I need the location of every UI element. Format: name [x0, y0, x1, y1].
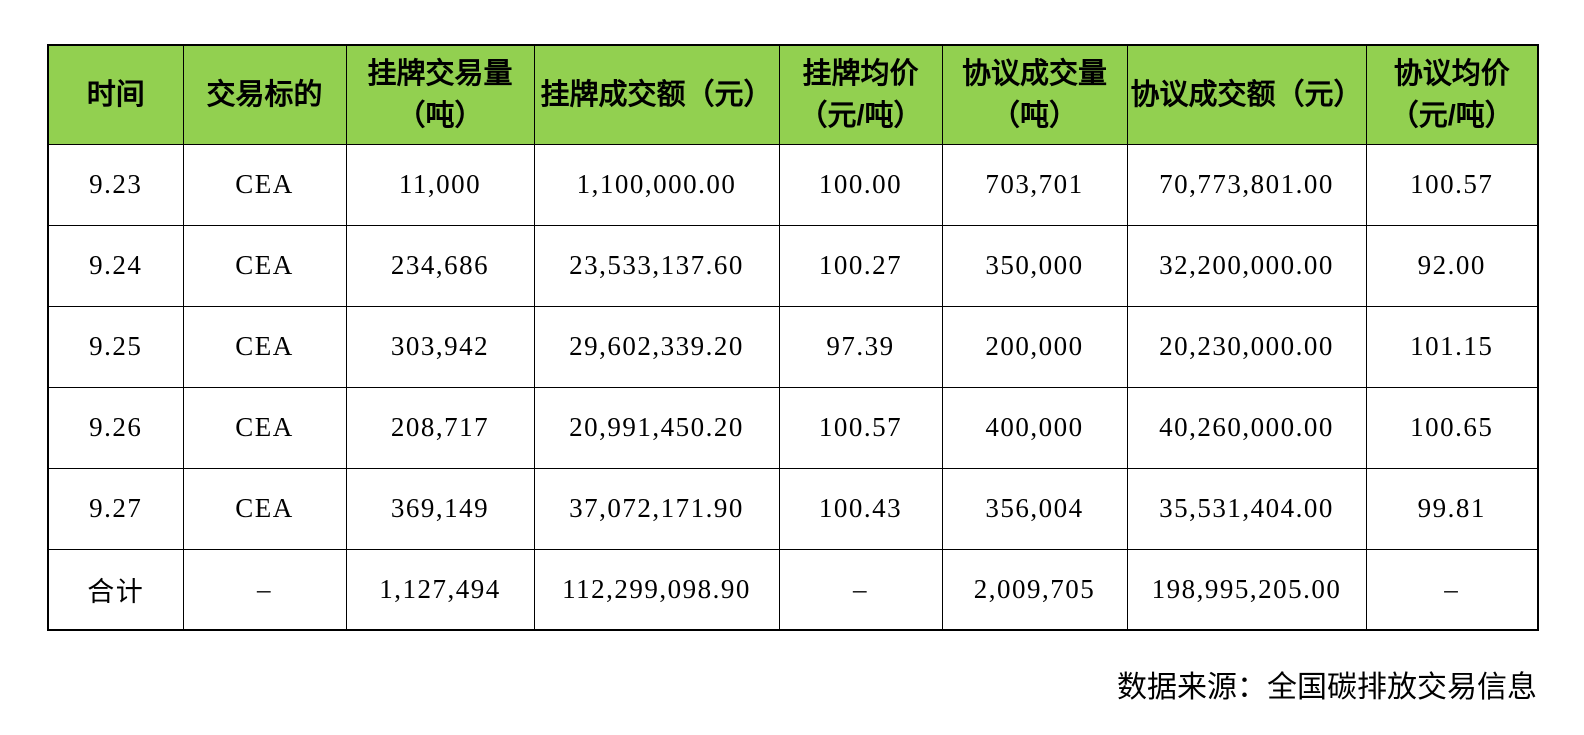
cell-trade-target: CEA: [182, 305, 347, 388]
header-cell-block-avg-price: 协议均价 （元/吨）: [1365, 44, 1539, 145]
cell-listed-avg-price: 100.27: [778, 224, 943, 307]
cell-block-avg-price: 99.81: [1365, 467, 1539, 550]
cell-block-avg-price: 92.00: [1365, 224, 1539, 307]
header-row: 时间 交易标的 挂牌交易量 （吨） 挂牌成交额（元） 挂牌均价 （元/吨） 协议…: [47, 44, 1539, 145]
cell-block-volume: 350,000: [941, 224, 1128, 307]
cell-time: 9.25: [47, 305, 184, 388]
cell-listed-avg-price: 100.00: [778, 143, 943, 226]
cell-listed-volume: 234,686: [345, 224, 535, 307]
cell-listed-avg-price: 100.43: [778, 467, 943, 550]
cell-listed-turnover: 23,533,137.60: [533, 224, 780, 307]
cell-trade-target: CEA: [182, 224, 347, 307]
cell-trade-target: CEA: [182, 386, 347, 469]
cell-block-avg-price: –: [1365, 548, 1539, 631]
header-cell-block-turnover: 协议成交额（元）: [1126, 44, 1367, 145]
cell-block-avg-price: 100.57: [1365, 143, 1539, 226]
cell-time: 9.24: [47, 224, 184, 307]
cell-block-volume: 703,701: [941, 143, 1128, 226]
table-row: 9.25 CEA 303,942 29,602,339.20 97.39 200…: [47, 305, 1539, 388]
cell-listed-turnover: 112,299,098.90: [533, 548, 780, 631]
cell-block-volume: 356,004: [941, 467, 1128, 550]
cell-block-volume: 200,000: [941, 305, 1128, 388]
cell-block-turnover: 40,260,000.00: [1126, 386, 1367, 469]
table-body: 9.23 CEA 11,000 1,100,000.00 100.00 703,…: [47, 143, 1539, 631]
cell-time: 9.27: [47, 467, 184, 550]
cell-trade-target: CEA: [182, 143, 347, 226]
data-source-note: 数据来源：全国碳排放交易信息: [1117, 671, 1537, 704]
table-row-total: 合计 – 1,127,494 112,299,098.90 – 2,009,70…: [47, 548, 1539, 631]
header-cell-time: 时间: [47, 44, 184, 145]
carbon-trading-table: 时间 交易标的 挂牌交易量 （吨） 挂牌成交额（元） 挂牌均价 （元/吨） 协议…: [47, 44, 1539, 631]
header-cell-trade-target: 交易标的: [182, 44, 347, 145]
header-cell-listed-turnover: 挂牌成交额（元）: [533, 44, 780, 145]
cell-block-turnover: 35,531,404.00: [1126, 467, 1367, 550]
cell-listed-volume: 303,942: [345, 305, 535, 388]
cell-trade-target: CEA: [182, 467, 347, 550]
cell-block-turnover: 32,200,000.00: [1126, 224, 1367, 307]
cell-block-turnover: 198,995,205.00: [1126, 548, 1367, 631]
header-cell-listed-avg-price: 挂牌均价 （元/吨）: [778, 44, 943, 145]
cell-listed-turnover: 20,991,450.20: [533, 386, 780, 469]
header-cell-block-volume: 协议成交量 （吨）: [941, 44, 1128, 145]
table-row: 9.23 CEA 11,000 1,100,000.00 100.00 703,…: [47, 143, 1539, 226]
table-row: 9.27 CEA 369,149 37,072,171.90 100.43 35…: [47, 467, 1539, 550]
cell-listed-turnover: 37,072,171.90: [533, 467, 780, 550]
table-row: 9.26 CEA 208,717 20,991,450.20 100.57 40…: [47, 386, 1539, 469]
cell-time: 合计: [47, 548, 184, 631]
cell-listed-volume: 369,149: [345, 467, 535, 550]
cell-listed-avg-price: –: [778, 548, 943, 631]
cell-block-avg-price: 101.15: [1365, 305, 1539, 388]
cell-time: 9.23: [47, 143, 184, 226]
cell-time: 9.26: [47, 386, 184, 469]
cell-block-turnover: 70,773,801.00: [1126, 143, 1367, 226]
cell-listed-volume: 1,127,494: [345, 548, 535, 631]
cell-listed-volume: 208,717: [345, 386, 535, 469]
cell-listed-turnover: 29,602,339.20: [533, 305, 780, 388]
cell-block-volume: 2,009,705: [941, 548, 1128, 631]
cell-listed-avg-price: 100.57: [778, 386, 943, 469]
cell-listed-avg-price: 97.39: [778, 305, 943, 388]
table-row: 9.24 CEA 234,686 23,533,137.60 100.27 35…: [47, 224, 1539, 307]
cell-block-turnover: 20,230,000.00: [1126, 305, 1367, 388]
header-cell-listed-volume: 挂牌交易量 （吨）: [345, 44, 535, 145]
cell-listed-volume: 11,000: [345, 143, 535, 226]
table-header: 时间 交易标的 挂牌交易量 （吨） 挂牌成交额（元） 挂牌均价 （元/吨） 协议…: [47, 44, 1539, 145]
cell-block-volume: 400,000: [941, 386, 1128, 469]
cell-block-avg-price: 100.65: [1365, 386, 1539, 469]
cell-trade-target: –: [182, 548, 347, 631]
cell-listed-turnover: 1,100,000.00: [533, 143, 780, 226]
